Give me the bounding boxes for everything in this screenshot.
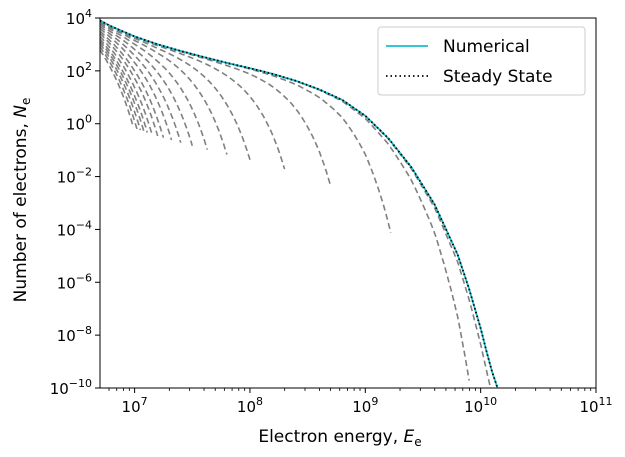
time-snapshot-line xyxy=(100,40,145,132)
legend-label-steady-state: Steady State xyxy=(443,67,553,87)
x-tick-label: 1011 xyxy=(579,395,612,416)
time-snapshot-line xyxy=(100,33,159,137)
time-snapshot-line xyxy=(100,25,182,143)
time-snapshot-line xyxy=(100,49,135,128)
y-tick-label: 10−2 xyxy=(57,166,92,187)
y-tick-label: 100 xyxy=(66,113,92,134)
time-snapshot-line xyxy=(100,30,165,138)
y-tick-label: 10−4 xyxy=(57,218,92,239)
time-snapshot-line xyxy=(100,43,142,131)
time-snapshot-line xyxy=(100,22,209,150)
y-axis-ticks: 104 102 100 10−2 10−4 10−6 10−8 10−10 xyxy=(50,7,100,398)
y-tick-label: 102 xyxy=(66,60,92,81)
time-snapshot-line xyxy=(100,23,194,146)
y-axis-label: Number of electrons, Ne xyxy=(11,98,33,303)
series-lines xyxy=(100,19,499,388)
x-tick-label: 109 xyxy=(352,395,378,416)
y-tick-label: 10−8 xyxy=(57,324,92,345)
legend: Numerical Steady State xyxy=(377,26,586,96)
time-snapshot-line xyxy=(100,35,153,135)
time-snapshot-line xyxy=(100,28,173,141)
legend-label-numerical: Numerical xyxy=(443,37,530,57)
time-snapshot-line xyxy=(100,21,228,155)
steady-state-line xyxy=(100,19,499,388)
x-tick-label: 1010 xyxy=(464,395,497,416)
time-snapshot-line xyxy=(100,46,138,130)
x-axis-label: Electron energy, Ee xyxy=(258,427,421,449)
x-tick-label: 108 xyxy=(237,395,263,416)
legend-box xyxy=(377,26,586,96)
y-tick-label: 104 xyxy=(66,7,92,28)
time-snapshot-line xyxy=(100,38,149,133)
plot-frame xyxy=(99,17,597,389)
x-tick-label: 107 xyxy=(122,395,148,416)
y-tick-label: 10−10 xyxy=(50,377,92,398)
x-axis-ticks: 107 108 109 1010 1011 xyxy=(122,388,613,416)
y-tick-label: 10−6 xyxy=(57,271,92,292)
